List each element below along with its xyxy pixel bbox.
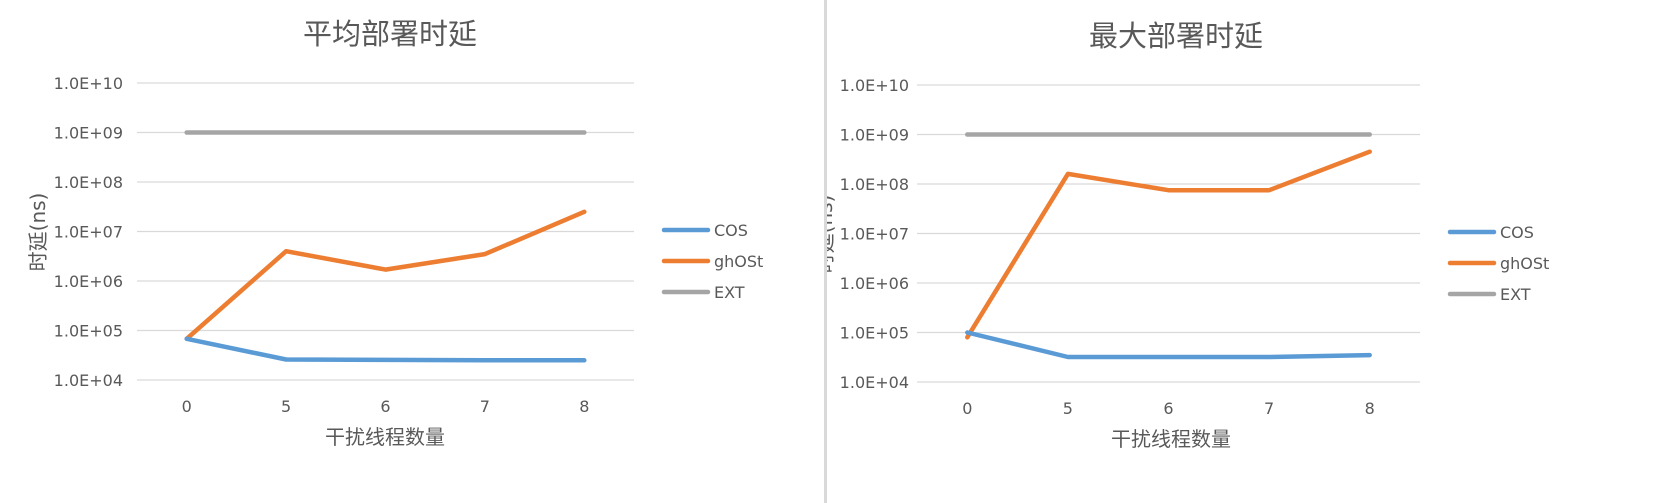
y-tick-label: 1.0E+09 — [54, 124, 123, 143]
chart-panel-maximum: 最大部署时延 1.0E+04 1.0E+05 1.0E+06 1.0E+07 1.0E+0… — [827, 0, 1653, 503]
chart-svg: 最大部署时延 1.0E+04 1.0E+05 1.0E+06 1.0E+07 1.0E+0… — [827, 19, 1549, 451]
y-axis-title: 时延(ns) — [827, 195, 837, 274]
y-tick-label: 1.0E+05 — [54, 322, 123, 341]
x-axis-title: 干扰线程数量 — [1111, 427, 1231, 451]
legend-label-ghost: ghOSt — [1500, 254, 1549, 273]
chart-panel-average: 平均部署时延 1.0E+04 1.0E+05 1.0E+06 1.0E+07 1.0E+0… — [0, 0, 824, 503]
y-tick-label: 1.0E+09 — [840, 126, 909, 145]
x-tick-label: 5 — [1063, 399, 1073, 418]
x-axis-title: 干扰线程数量 — [325, 425, 445, 449]
x-tick-label: 8 — [1365, 399, 1375, 418]
x-tick-label: 6 — [1163, 399, 1173, 418]
chart-svg: 平均部署时延 1.0E+04 1.0E+05 1.0E+06 1.0E+07 1.0E+0… — [26, 17, 763, 449]
x-tick-label: 8 — [579, 397, 589, 416]
chart-title: 平均部署时延 — [303, 17, 477, 51]
series-line-ghost — [965, 149, 1372, 340]
y-tick-label: 1.0E+07 — [840, 225, 909, 244]
y-tick-label: 1.0E+10 — [54, 74, 123, 93]
y-tick-label: 1.0E+10 — [840, 76, 909, 95]
y-tick-label: 1.0E+06 — [54, 272, 123, 291]
y-tick-label: 1.0E+08 — [54, 173, 123, 192]
y-tick-label: 1.0E+08 — [840, 175, 909, 194]
series-line-cos — [184, 336, 587, 363]
y-tick-label: 1.0E+07 — [54, 223, 123, 242]
y-tick-label: 1.0E+06 — [840, 274, 909, 293]
legend-label-ext: EXT — [714, 283, 745, 302]
legend-label-cos: COS — [714, 221, 748, 240]
x-tick-label: 5 — [281, 397, 291, 416]
y-tick-label: 1.0E+04 — [840, 373, 909, 392]
legend-label-cos: COS — [1500, 223, 1534, 242]
y-tick-label: 1.0E+04 — [54, 371, 123, 390]
x-tick-label: 7 — [1264, 399, 1274, 418]
y-axis-title: 时延(ns) — [26, 193, 50, 272]
legend-label-ext: EXT — [1500, 285, 1531, 304]
x-tick-label: 0 — [182, 397, 192, 416]
y-tick-label: 1.0E+05 — [840, 324, 909, 343]
x-tick-label: 7 — [480, 397, 490, 416]
chart-title: 最大部署时延 — [1089, 19, 1263, 53]
legend-label-ghost: ghOSt — [714, 252, 763, 271]
x-tick-label: 6 — [380, 397, 390, 416]
series-line-cos — [965, 330, 1372, 360]
panel-divider — [824, 0, 827, 503]
x-tick-label: 0 — [962, 399, 972, 418]
